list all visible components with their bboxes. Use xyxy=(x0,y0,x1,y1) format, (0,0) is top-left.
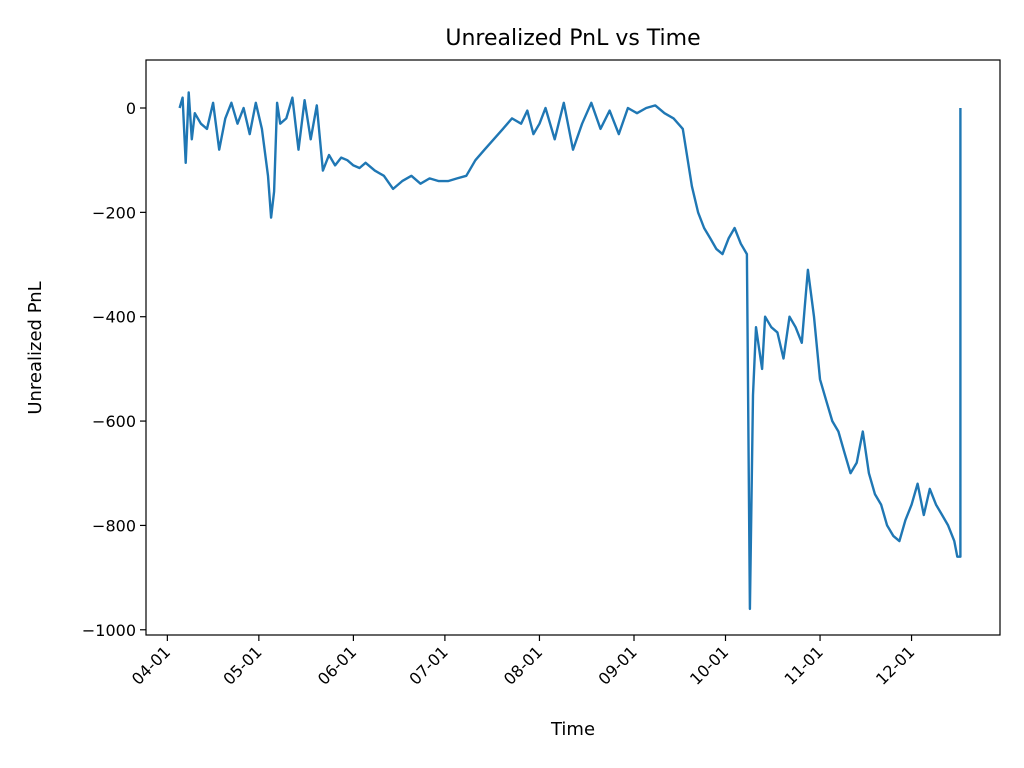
y-axis-ticks: 0 −200 −400 −600 −800 −1000 xyxy=(82,99,146,640)
plot-area xyxy=(145,59,1001,636)
chart-title: Unrealized PnL vs Time xyxy=(445,26,700,51)
axes-frame xyxy=(145,59,1001,636)
y-tick-label: −400 xyxy=(92,308,136,327)
y-axis-label: Unrealized PnL xyxy=(25,281,46,414)
series-layer xyxy=(178,91,962,611)
y-tick-label: −800 xyxy=(92,516,136,535)
y-tick-label: 0 xyxy=(126,99,136,118)
y-tick-label: −600 xyxy=(92,412,136,431)
y-tick-label: −200 xyxy=(92,203,136,222)
series-line xyxy=(178,91,962,611)
x-axis-label: Time xyxy=(550,719,595,740)
y-tick-label: −1000 xyxy=(82,621,136,640)
